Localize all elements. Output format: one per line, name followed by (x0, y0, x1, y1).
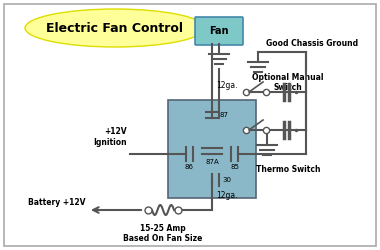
Bar (168, 100, 256, 198)
Text: 12ga.: 12ga. (216, 191, 238, 200)
Text: 87A: 87A (205, 159, 219, 165)
Text: +12V
Ignition: +12V Ignition (93, 128, 127, 147)
Ellipse shape (25, 9, 205, 47)
Text: Optional Manual
Switch: Optional Manual Switch (252, 73, 324, 92)
Text: Electric Fan Control: Electric Fan Control (46, 22, 184, 35)
Text: 15-25 Amp
Based On Fan Size: 15-25 Amp Based On Fan Size (124, 224, 203, 244)
Text: 85: 85 (231, 164, 240, 170)
Text: 12ga.: 12ga. (216, 81, 238, 90)
FancyBboxPatch shape (195, 17, 243, 45)
Text: 30: 30 (222, 177, 231, 183)
Text: 87: 87 (220, 112, 229, 118)
Text: Fan: Fan (209, 26, 229, 36)
Text: 86: 86 (184, 164, 193, 170)
Text: Thermo Switch: Thermo Switch (256, 165, 320, 174)
Text: Good Chassis Ground: Good Chassis Ground (266, 40, 358, 48)
Text: Battery +12V: Battery +12V (28, 198, 86, 207)
